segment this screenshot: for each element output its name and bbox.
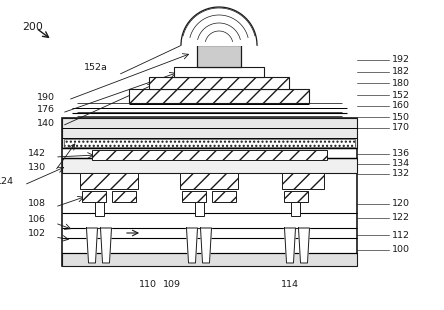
Bar <box>62 158 357 173</box>
Text: 140: 140 <box>37 118 55 127</box>
Text: 110: 110 <box>139 280 157 289</box>
Bar <box>291 202 300 216</box>
Text: 142: 142 <box>28 149 46 158</box>
Bar <box>197 45 241 67</box>
Bar <box>174 67 264 77</box>
Bar <box>282 173 324 189</box>
Text: 160: 160 <box>392 101 410 110</box>
Bar <box>195 202 204 216</box>
Text: 182: 182 <box>392 68 410 77</box>
Polygon shape <box>298 228 309 263</box>
Bar <box>284 191 308 202</box>
Bar <box>182 191 206 202</box>
Text: 180: 180 <box>392 78 410 87</box>
Text: 102: 102 <box>28 229 46 238</box>
Bar <box>62 118 357 148</box>
Text: 176: 176 <box>37 105 55 114</box>
Polygon shape <box>181 7 257 45</box>
Text: 152: 152 <box>392 91 410 100</box>
Polygon shape <box>100 228 111 263</box>
Text: 134: 134 <box>392 160 410 169</box>
Text: 152a: 152a <box>84 64 108 73</box>
Text: 190: 190 <box>37 92 55 101</box>
Text: 136: 136 <box>392 149 410 158</box>
Bar <box>112 191 136 202</box>
Text: 170: 170 <box>392 123 410 132</box>
Polygon shape <box>285 228 296 263</box>
Text: 122: 122 <box>392 214 410 223</box>
Text: 150: 150 <box>392 113 410 122</box>
Text: 120: 120 <box>392 200 410 209</box>
Text: 114: 114 <box>281 280 299 289</box>
Bar <box>212 191 236 202</box>
Text: 192: 192 <box>392 55 410 64</box>
Text: 106: 106 <box>28 215 46 224</box>
Bar <box>62 118 357 266</box>
Bar <box>82 191 106 202</box>
Polygon shape <box>87 228 98 263</box>
Text: 109: 109 <box>163 280 181 289</box>
Polygon shape <box>186 228 198 263</box>
Text: 200: 200 <box>22 22 43 32</box>
Bar <box>129 89 309 103</box>
Bar <box>80 173 138 189</box>
Text: 100: 100 <box>392 246 410 255</box>
Bar <box>64 139 355 147</box>
Text: 130: 130 <box>28 163 46 172</box>
Polygon shape <box>201 228 211 263</box>
Bar <box>95 202 104 216</box>
Text: 108: 108 <box>28 200 46 209</box>
Text: 124: 124 <box>0 178 14 187</box>
Bar <box>62 253 357 266</box>
Bar <box>92 150 327 160</box>
Bar <box>180 173 238 189</box>
Text: 132: 132 <box>392 170 410 179</box>
Text: 112: 112 <box>392 231 410 240</box>
Bar <box>149 77 289 89</box>
